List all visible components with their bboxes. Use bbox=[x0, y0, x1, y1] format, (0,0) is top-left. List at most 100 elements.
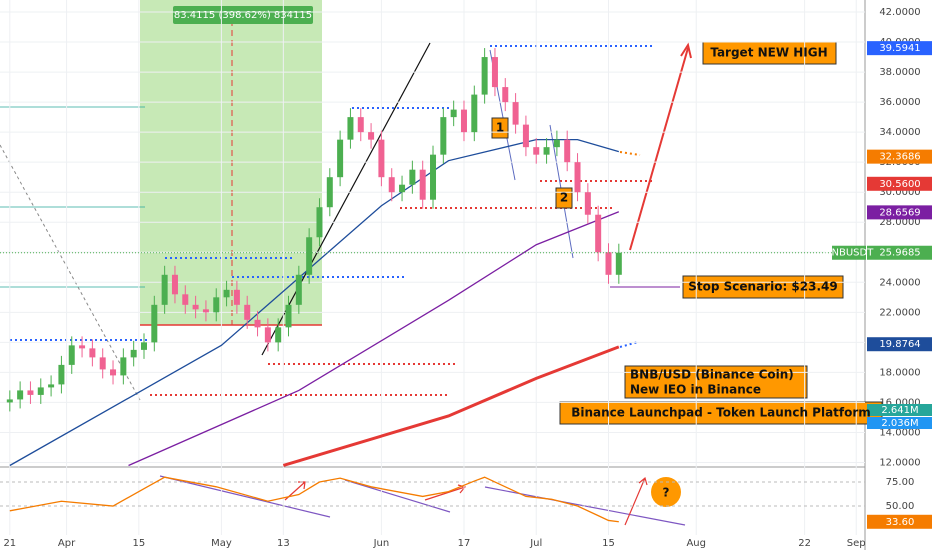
rsi-tick-label: 75.00 bbox=[886, 477, 915, 488]
y-tick-label: 24.0000 bbox=[879, 277, 920, 288]
y-tick-label: 16.0000 bbox=[879, 397, 920, 408]
candle-body bbox=[192, 304, 199, 310]
price-marker-box bbox=[867, 205, 932, 220]
target-arrow bbox=[629, 47, 689, 251]
annotation: ? bbox=[663, 486, 670, 500]
moving-average bbox=[128, 211, 620, 467]
candle-body bbox=[275, 327, 282, 343]
x-tick-label: 13 bbox=[277, 538, 290, 549]
candle-body bbox=[130, 349, 137, 358]
x-tick-label: Sep bbox=[847, 538, 866, 549]
rsi-marker-box bbox=[867, 514, 932, 529]
x-tick-label: 15 bbox=[602, 538, 615, 549]
question-circle bbox=[651, 477, 681, 507]
candle-body bbox=[79, 345, 86, 349]
candle-body bbox=[316, 207, 323, 238]
note-box bbox=[555, 187, 573, 209]
note-box bbox=[624, 365, 808, 399]
candle-body bbox=[202, 309, 209, 313]
y-tick-label: 34.0000 bbox=[879, 127, 920, 138]
rsi-line bbox=[9, 476, 619, 523]
x-tick-label: Apr bbox=[58, 538, 76, 549]
candle-body bbox=[58, 364, 65, 385]
moving-average bbox=[9, 138, 619, 467]
volume-marker-box bbox=[867, 404, 932, 416]
candle-body bbox=[17, 390, 24, 400]
candle-body bbox=[543, 147, 550, 155]
candle-body bbox=[564, 139, 571, 163]
y-tick-label: 12.0000 bbox=[879, 457, 920, 468]
candle-body bbox=[440, 117, 447, 155]
annotation: 2 bbox=[560, 191, 568, 205]
candle-body bbox=[6, 399, 13, 403]
note-box bbox=[682, 275, 844, 299]
candle-body bbox=[27, 390, 34, 395]
candle-body bbox=[430, 154, 437, 200]
y-tick-label: 36.0000 bbox=[879, 97, 920, 108]
annotation: Binance Launchpad - Token Launch Platfor… bbox=[571, 406, 871, 420]
candle-body bbox=[99, 357, 106, 370]
candle-body bbox=[450, 109, 457, 118]
candle-body bbox=[512, 102, 519, 125]
y-tick-label: 30.0000 bbox=[879, 187, 920, 198]
candle-body bbox=[68, 345, 75, 365]
candle-body bbox=[213, 297, 220, 313]
candle-body bbox=[182, 294, 189, 305]
measure-label-box bbox=[173, 6, 313, 24]
dotted-levels bbox=[10, 45, 652, 396]
candle-body bbox=[605, 252, 612, 275]
volume-marker-label: 2.641M bbox=[881, 405, 918, 416]
annotation: 83.4115 (398.62%) 834115 bbox=[174, 10, 312, 21]
candle-body bbox=[89, 348, 96, 358]
candle-body bbox=[409, 169, 416, 185]
volume-marker-label: 2.036M bbox=[881, 418, 918, 429]
candle-body bbox=[419, 169, 426, 200]
candle-body bbox=[337, 139, 344, 178]
trend-dashed bbox=[0, 144, 141, 401]
price-marker-label: 19.8764 bbox=[879, 339, 920, 350]
arrow-head bbox=[680, 42, 692, 59]
annotation: Target NEW HIGH bbox=[710, 46, 827, 60]
symbol-box bbox=[832, 245, 866, 260]
candle-body bbox=[502, 87, 509, 103]
price-marker-label: 30.5600 bbox=[879, 179, 920, 190]
candle-body bbox=[151, 304, 158, 343]
candle-body bbox=[140, 342, 147, 350]
trend-line bbox=[261, 42, 431, 356]
price-marker-box bbox=[867, 245, 932, 260]
candle-body bbox=[347, 117, 354, 140]
candle-body bbox=[171, 274, 178, 295]
price-marker-box bbox=[867, 337, 932, 352]
annotation: 1 bbox=[496, 121, 504, 135]
candle-body bbox=[388, 177, 395, 193]
candle-body bbox=[295, 274, 302, 305]
candle-body bbox=[306, 237, 313, 275]
x-tick-label: 21 bbox=[3, 538, 16, 549]
annotation: BNB/USD (Binance Coin) bbox=[630, 368, 794, 382]
annotation: New IEO in Binance bbox=[630, 383, 761, 397]
candle-body bbox=[48, 384, 55, 388]
candle-body bbox=[378, 139, 385, 178]
rsi-tick-label: 50.00 bbox=[886, 501, 915, 512]
x-tick-label: May bbox=[211, 538, 232, 549]
candle-body bbox=[533, 147, 540, 155]
candle-body bbox=[491, 57, 498, 88]
candle-body bbox=[161, 274, 168, 305]
x-tick-label: Jun bbox=[373, 538, 390, 549]
candle-body bbox=[553, 139, 560, 148]
candle-body bbox=[584, 192, 591, 215]
note-box bbox=[491, 117, 509, 139]
candle-body bbox=[460, 109, 467, 133]
y-tick-label: 38.0000 bbox=[879, 67, 920, 78]
candle-body bbox=[368, 132, 375, 140]
x-tick-label: 17 bbox=[458, 538, 471, 549]
price-marker-box bbox=[867, 41, 932, 56]
candle-body bbox=[285, 304, 292, 328]
annotation: Stop Scenario: $23.49 bbox=[688, 280, 837, 294]
price-marker-box bbox=[867, 149, 932, 164]
candle-body bbox=[522, 124, 529, 148]
price-marker-label: 39.5941 bbox=[879, 43, 920, 54]
x-tick-label: Jul bbox=[529, 538, 542, 549]
candle-body bbox=[37, 387, 44, 395]
